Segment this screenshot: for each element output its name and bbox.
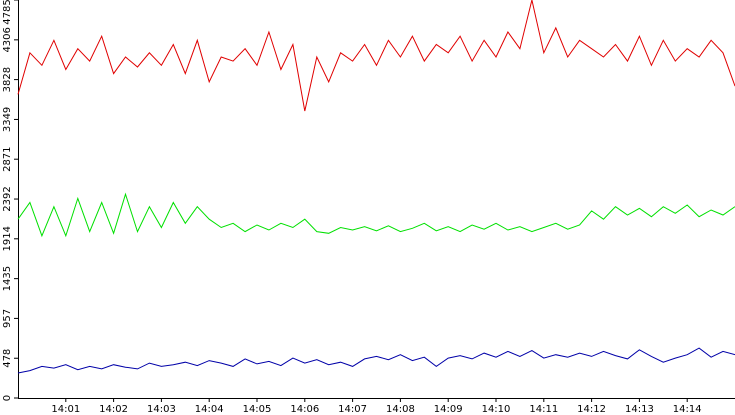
x-tick-label: 14:05 bbox=[243, 404, 272, 415]
x-tick-label: 14:06 bbox=[290, 404, 319, 415]
y-tick-label: 957 bbox=[2, 309, 13, 328]
y-tick-label: 2871 bbox=[2, 146, 13, 171]
x-tick-label: 14:13 bbox=[625, 404, 654, 415]
x-tick-label: 14:03 bbox=[147, 404, 176, 415]
y-tick-label: 478 bbox=[2, 349, 13, 368]
series-line bbox=[17, 347, 735, 374]
x-tick-label: 14:09 bbox=[434, 404, 463, 415]
y-tick-label: 1914 bbox=[2, 226, 13, 251]
series-line bbox=[17, 192, 735, 238]
y-tick-label: 4306 bbox=[2, 27, 13, 52]
x-tick-label: 14:08 bbox=[386, 404, 415, 415]
x-tick-label: 14:11 bbox=[529, 404, 558, 415]
y-tick-label: 4785 bbox=[2, 0, 13, 25]
y-tick-label: 2392 bbox=[2, 186, 13, 211]
y-tick-label: 0 bbox=[2, 395, 13, 401]
x-tick-label: 14:02 bbox=[99, 404, 128, 415]
y-tick-label: 3349 bbox=[2, 107, 13, 132]
y-tick-label: 1435 bbox=[2, 266, 13, 291]
x-tick-label: 14:01 bbox=[51, 404, 80, 415]
x-tick-label: 14:10 bbox=[482, 404, 511, 415]
y-tick-label: 3828 bbox=[2, 67, 13, 92]
series-line bbox=[17, 0, 735, 112]
x-tick-label: 14:14 bbox=[673, 404, 702, 415]
x-tick-label: 14:07 bbox=[338, 404, 367, 415]
x-tick-label: 14:04 bbox=[195, 404, 224, 415]
x-tick-label: 14:12 bbox=[577, 404, 606, 415]
